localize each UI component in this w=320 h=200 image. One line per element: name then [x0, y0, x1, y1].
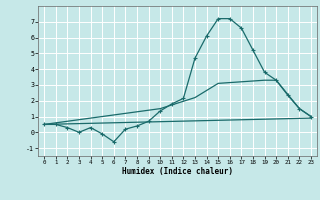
X-axis label: Humidex (Indice chaleur): Humidex (Indice chaleur)	[122, 167, 233, 176]
